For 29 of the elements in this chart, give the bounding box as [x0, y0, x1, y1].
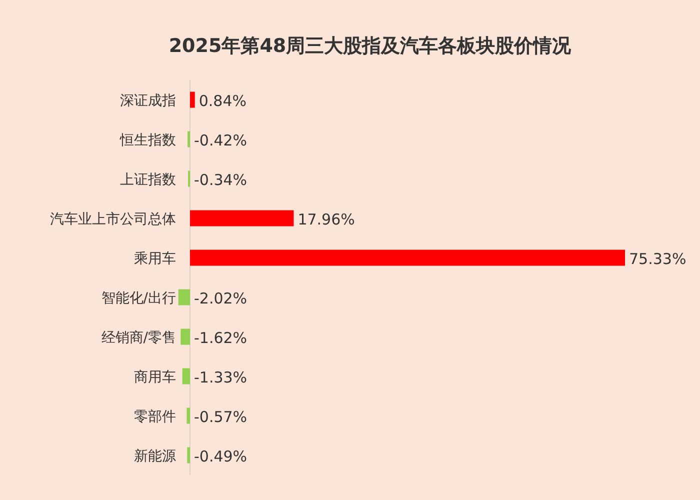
data-label: -1.33% [194, 368, 248, 386]
data-label: 0.84% [198, 92, 247, 110]
y-tick-label: 上证指数 [120, 172, 176, 188]
bar [190, 250, 625, 266]
y-tick-label: 智能化/出行 [101, 290, 176, 306]
y-tick-label: 深证成指 [120, 92, 176, 109]
data-label: 17.96% [298, 210, 355, 228]
chart-title: 2025年第48周三大股指及汽车各板块股价情况 [168, 35, 572, 57]
bar [190, 92, 195, 108]
bar [186, 408, 190, 424]
data-label: -0.49% [194, 447, 248, 466]
y-tick-label: 零部件 [134, 408, 176, 425]
y-tick-label: 经销商/零售 [101, 330, 176, 346]
data-label: -1.62% [194, 328, 248, 347]
y-tick-label: 汽车业上市公司总体 [50, 211, 176, 228]
bar [182, 368, 190, 384]
data-label: -2.02% [194, 289, 248, 308]
bar [187, 447, 190, 464]
data-label: 75.33% [629, 250, 686, 268]
bar [180, 328, 190, 345]
data-label: -0.57% [194, 408, 248, 426]
y-tick-label: 恒生指数 [119, 132, 176, 148]
y-tick-label: 乘用车 [134, 250, 176, 267]
data-label: -0.34% [194, 170, 248, 189]
bar [190, 210, 294, 226]
y-tick-label: 新能源 [134, 448, 176, 464]
y-tick-label: 商用车 [134, 369, 176, 386]
data-label: -0.42% [194, 131, 248, 150]
bar [178, 289, 190, 306]
